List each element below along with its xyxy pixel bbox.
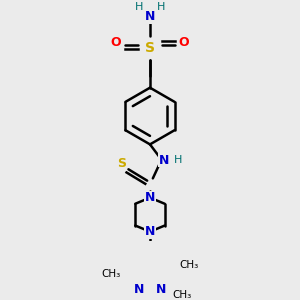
Text: CH₃: CH₃ [179,260,198,270]
Text: CH₃: CH₃ [102,269,121,279]
Text: S: S [145,41,155,55]
Text: N: N [134,284,145,296]
Text: O: O [179,36,189,49]
Text: H: H [134,2,143,12]
Text: S: S [117,157,126,170]
Text: N: N [145,191,155,204]
Text: N: N [145,225,155,238]
Text: H: H [157,2,166,12]
Text: N: N [155,284,166,296]
Text: N: N [145,11,155,23]
Text: O: O [111,36,121,49]
Text: N: N [145,191,155,204]
Text: N: N [159,154,169,167]
Text: H: H [174,155,182,165]
Text: CH₃: CH₃ [172,290,192,299]
